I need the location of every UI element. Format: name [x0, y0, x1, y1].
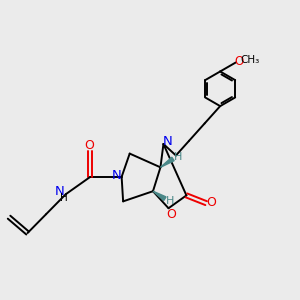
Text: O: O	[166, 208, 176, 221]
Text: N: N	[54, 185, 64, 198]
Polygon shape	[153, 191, 166, 200]
Text: H: H	[174, 152, 182, 162]
Text: O: O	[84, 139, 94, 152]
Text: N: N	[111, 169, 121, 182]
Text: H: H	[166, 196, 174, 206]
Text: O: O	[207, 196, 217, 209]
Polygon shape	[160, 157, 174, 167]
Text: N: N	[163, 135, 173, 148]
Text: O: O	[235, 55, 244, 68]
Text: CH₃: CH₃	[240, 55, 260, 65]
Text: H: H	[60, 193, 68, 203]
